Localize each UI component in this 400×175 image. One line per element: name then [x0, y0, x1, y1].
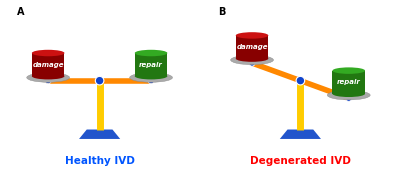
Polygon shape [79, 130, 120, 139]
Ellipse shape [231, 55, 274, 65]
Circle shape [95, 76, 104, 85]
Ellipse shape [32, 73, 64, 79]
Polygon shape [332, 71, 365, 94]
Ellipse shape [27, 73, 70, 82]
Circle shape [148, 78, 154, 84]
Circle shape [249, 60, 255, 66]
Circle shape [346, 95, 352, 101]
Ellipse shape [236, 32, 268, 39]
Ellipse shape [327, 90, 370, 100]
Text: damage: damage [236, 44, 268, 50]
Circle shape [45, 78, 51, 84]
Circle shape [296, 76, 305, 85]
Ellipse shape [135, 50, 167, 56]
Polygon shape [236, 35, 268, 59]
Text: B: B [218, 7, 226, 17]
Text: repair: repair [337, 79, 361, 85]
Text: damage: damage [32, 62, 64, 68]
Polygon shape [280, 130, 321, 139]
Ellipse shape [332, 67, 365, 74]
Ellipse shape [236, 55, 268, 62]
Text: Degenerated IVD: Degenerated IVD [250, 156, 351, 166]
Ellipse shape [32, 50, 64, 56]
Ellipse shape [135, 73, 167, 79]
Text: Healthy IVD: Healthy IVD [65, 156, 134, 166]
Text: A: A [17, 7, 25, 17]
Polygon shape [135, 53, 167, 76]
Ellipse shape [130, 73, 172, 82]
Polygon shape [32, 53, 64, 76]
Text: repair: repair [139, 62, 163, 68]
Ellipse shape [332, 90, 365, 97]
